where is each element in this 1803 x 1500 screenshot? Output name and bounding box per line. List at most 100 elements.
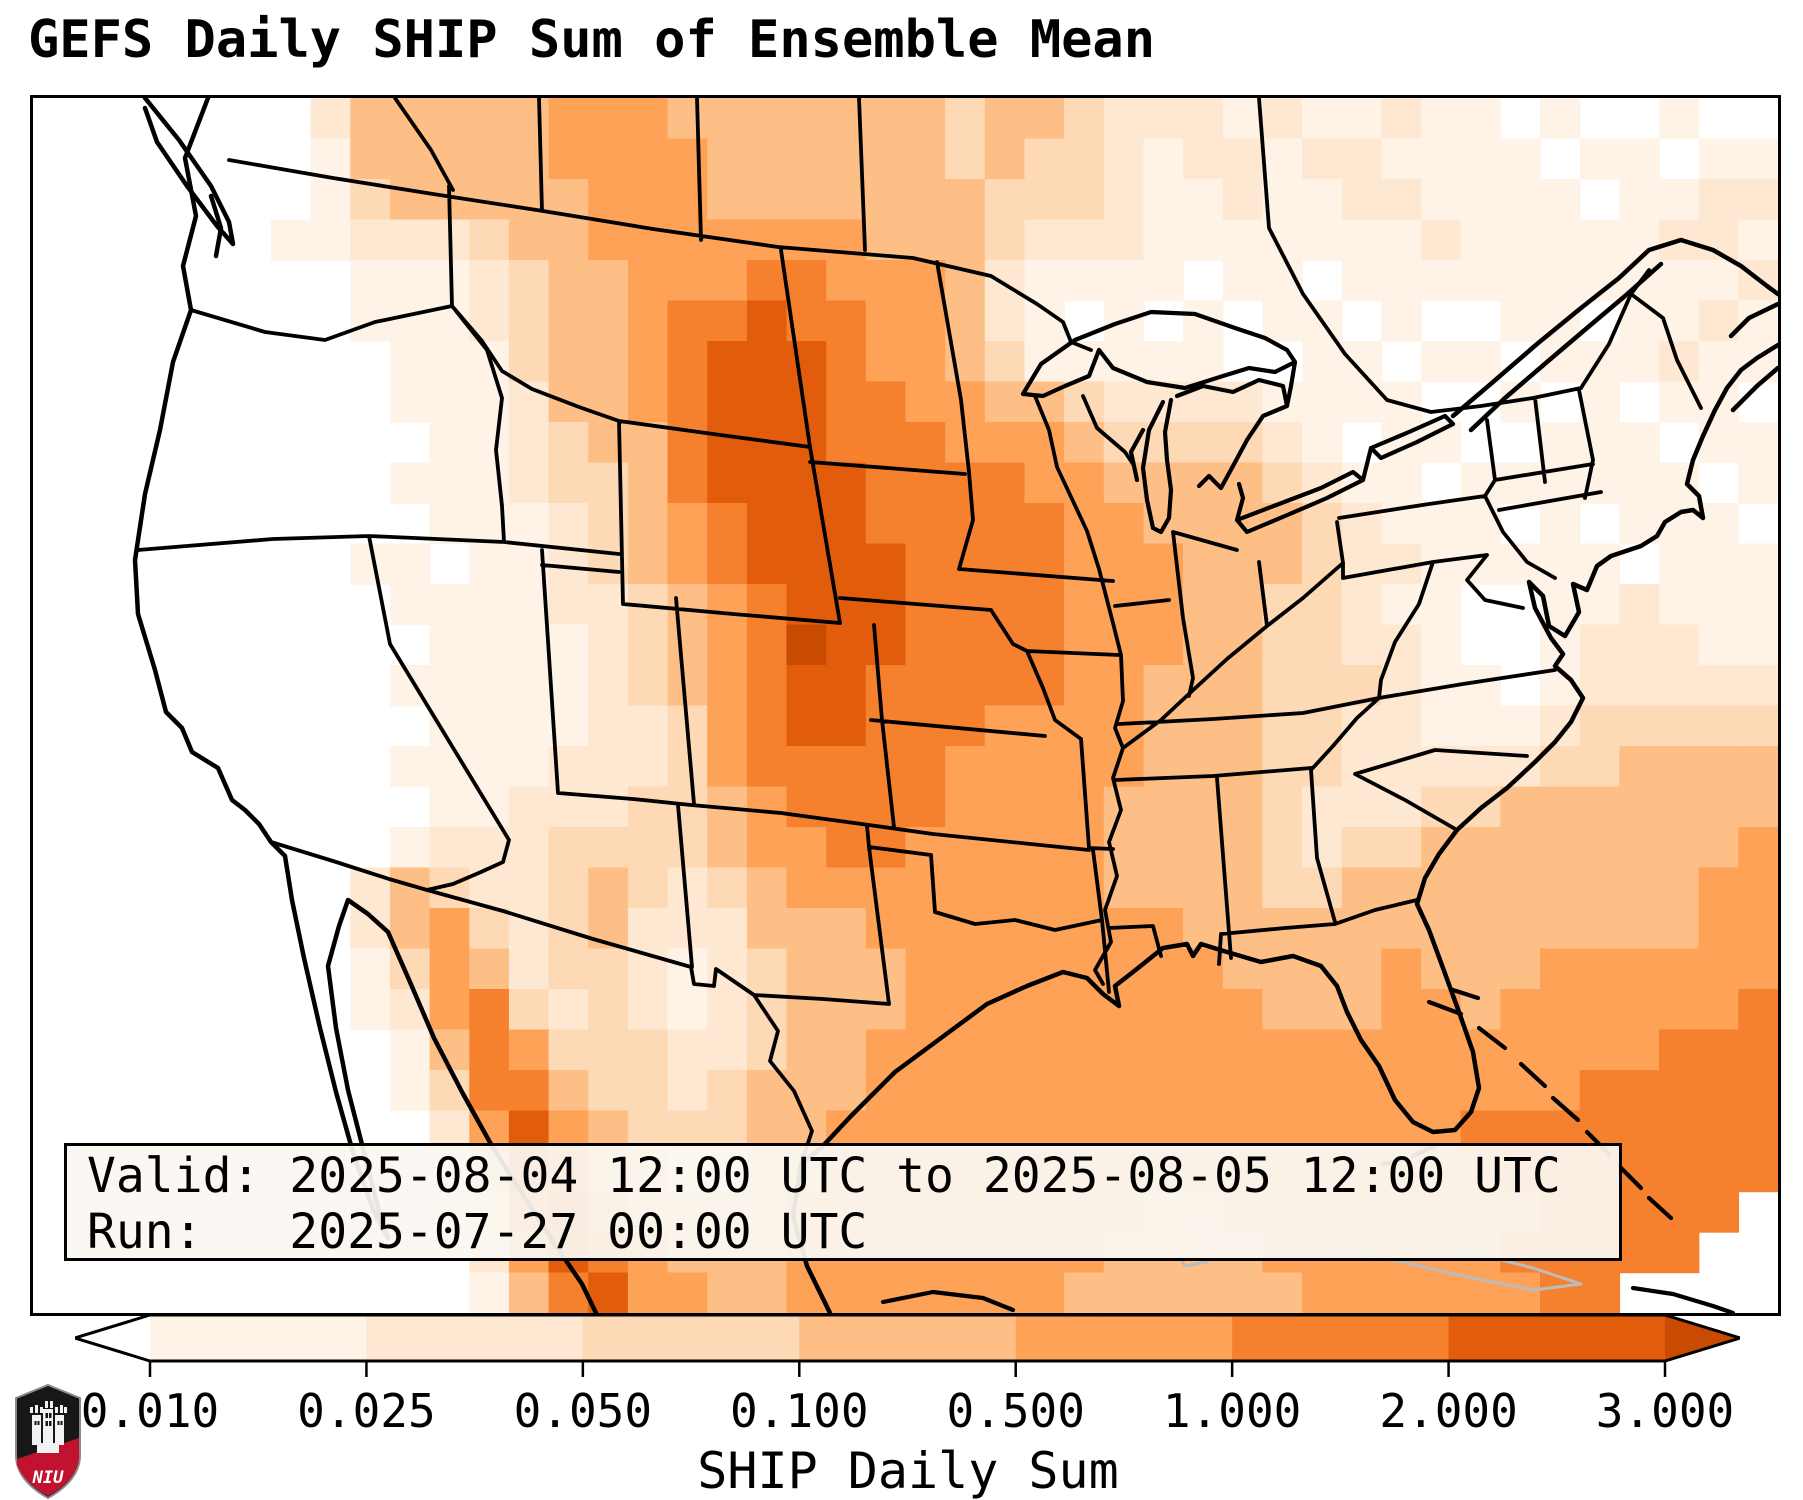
heatmap-cell [667,341,708,383]
heatmap-cell [350,219,391,261]
heatmap-cell [707,422,748,464]
heatmap-cell [865,1272,907,1313]
heatmap-cell [429,422,470,464]
heatmap-cell [826,948,867,990]
heatmap-cell [667,138,708,180]
heatmap-cell [1381,98,1422,140]
heatmap-cell [984,138,1026,180]
heatmap-cell [707,1029,748,1071]
heatmap-cell [786,908,827,950]
heatmap-cell [1302,665,1343,707]
heatmap-cell [746,138,788,180]
heatmap-cell [1540,1029,1581,1071]
heatmap-cell [1103,503,1145,545]
heatmap-cell [469,746,510,788]
heatmap-cell [1222,827,1264,869]
heatmap-cell [627,1070,669,1112]
heatmap-cell [786,948,827,990]
heatmap-cell [786,1029,827,1071]
heatmap-cell [469,989,510,1031]
heatmap-cell [786,624,827,666]
heatmap-cell [1103,1272,1145,1313]
heatmap-cell [905,786,946,828]
heatmap-cell [667,584,708,626]
heatmap-cell [627,1272,669,1313]
heatmap-cell [1659,1029,1700,1071]
heatmap-cell [1262,746,1303,788]
heatmap-cell [548,989,589,1031]
heatmap-cell [1500,300,1541,342]
heatmap-cell [588,179,629,221]
heatmap-cell [945,1070,986,1112]
heatmap-cell [1421,138,1462,180]
page-title: GEFS Daily SHIP Sum of Ensemble Mean [28,10,1156,70]
heatmap-cell [826,989,867,1031]
heatmap-cell [945,462,986,504]
heatmap-cell [627,341,669,383]
heatmap-cell [984,1070,1026,1112]
heatmap-cell [1183,219,1224,261]
heatmap-cell [1262,1070,1303,1112]
heatmap-cell [1698,341,1740,383]
heatmap-cell [707,341,748,383]
heatmap-cell [1302,908,1343,950]
heatmap-cell [627,503,669,545]
heatmap-cell [1659,948,1700,990]
heatmap-cell [1103,1070,1145,1112]
heatmap-cell [707,867,748,909]
colorbar-segment [150,1315,367,1361]
heatmap-cell [945,908,986,950]
state-borders-layer [136,98,1703,1166]
heatmap-cell [1341,584,1383,626]
heatmap-cell [1143,948,1184,990]
heatmap-cell [548,827,589,869]
heatmap-cell [1024,746,1065,788]
heatmap-cell [865,908,907,950]
heatmap-cell [1222,1070,1264,1112]
heatmap-cell [1381,260,1422,302]
heatmap-cell [1738,1029,1778,1071]
heatmap-cell [1698,624,1740,666]
heatmap-cell [1341,219,1383,261]
heatmap-cell [1738,179,1778,221]
heatmap-cell [667,989,708,1031]
heatmap-cell [1698,1110,1740,1152]
heatmap-cell [945,624,986,666]
heatmap-cell [707,746,748,788]
heatmap-cell [707,705,748,747]
heatmap-cell [1659,1151,1700,1193]
heatmap-cell [1381,179,1422,221]
heatmap-cell [1024,786,1065,828]
heatmap-cell [627,746,669,788]
heatmap-cell [1183,867,1224,909]
heatmap-cell [588,665,629,707]
heatmap-cell [905,98,946,140]
heatmap-cell [826,908,867,950]
heatmap-cell [707,908,748,950]
heatmap-cell [1381,300,1422,342]
heatmap-cell [389,584,431,626]
heatmap-cell [1540,179,1581,221]
heatmap-cell [667,543,708,585]
heatmap-cell [1460,219,1502,261]
heatmap-cell [984,948,1026,990]
heatmap-cell [707,1070,748,1112]
heatmap-cell [469,260,510,302]
heatmap-cell [350,98,391,140]
heatmap-cell [1103,1029,1145,1071]
heatmap-cell [1262,624,1303,666]
heatmap-cell [667,98,708,140]
heatmap-cell [746,462,788,504]
gulf-atlantic-coastline [790,237,1778,1313]
heatmap-cell [1698,503,1740,545]
heatmap-cell [1579,948,1621,990]
heatmap-cell [429,665,470,707]
heatmap-cell [1103,98,1145,140]
heatmap-cell [469,908,510,950]
heatmap-cell [1381,1029,1422,1071]
heatmap-cell [1579,1272,1621,1313]
colorbar-segment [75,1315,150,1361]
heatmap-cell [667,503,708,545]
heatmap-cell [1222,503,1264,545]
heatmap-cell [865,422,907,464]
